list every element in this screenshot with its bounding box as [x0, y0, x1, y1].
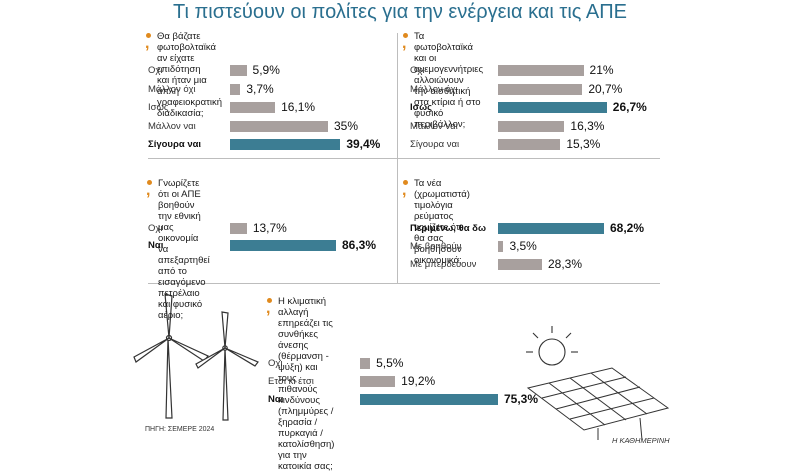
bar: [498, 120, 565, 132]
question-mark-icon: ,: [266, 298, 272, 317]
question-text: Θα βάζατε φωτοβολταϊκά αν είχατε επιδότη…: [157, 31, 222, 119]
value-label: 28,3%: [547, 257, 583, 271]
question-mark-icon: ,: [145, 33, 151, 52]
category-label: Με βοηθούν: [410, 241, 462, 252]
solar-panel-icon: [526, 367, 670, 441]
question-line: Τα νέα (χρωματιστά) τιμολόγια ρεύματος: [414, 178, 470, 222]
horizontal-divider-bottom: [148, 283, 660, 284]
category-label: Οχι: [148, 223, 163, 234]
question-mark-icon: ,: [146, 180, 152, 199]
bar: [498, 223, 604, 234]
question-mark-icon: ,: [402, 180, 408, 199]
page-title: Τι πιστεύουν οι πολίτες για την ενέργεια…: [173, 1, 627, 23]
value-label: 16,3%: [570, 118, 605, 133]
renewables-illustration: [133, 293, 670, 441]
category-label: Περιμένω, θα δω: [410, 223, 486, 234]
question-text: Τα νέα (χρωματιστά) τιμολόγια ρεύματος νο…: [414, 178, 470, 266]
question-line: για την κατοικία σας;: [278, 450, 333, 472]
question-line: οικονομία να απεξαρτηθεί από το εισαγόμε…: [158, 233, 210, 288]
bar: [230, 240, 336, 251]
question-mark-icon: ,: [402, 33, 408, 52]
category-label: Με μπερδεύουν: [410, 259, 477, 270]
question-line: πετρέλαιο και φυσικό αέριο;: [158, 288, 203, 321]
bar: [498, 102, 607, 113]
category-label: Ναι: [148, 240, 164, 251]
bar: [360, 394, 498, 405]
horizontal-divider-top: [148, 158, 660, 159]
category-label: Σίγουρα ναι: [148, 139, 202, 150]
value-label: 39,4%: [346, 137, 381, 151]
category-label: Ισως: [410, 102, 433, 113]
category-label: Οχι: [148, 65, 163, 76]
source-note: ΠΗΓΗ: ΣΕΜΕΡΕ 2024: [145, 426, 215, 433]
value-label: 5,5%: [376, 356, 404, 370]
value-label: 21%: [589, 63, 614, 77]
value-label: 19,2%: [401, 374, 436, 388]
category-label: Ισως: [148, 102, 169, 113]
value-label: 35%: [334, 118, 359, 133]
value-label: 5,9%: [252, 63, 280, 77]
bar: [230, 102, 276, 113]
category-label: Μάλλον ναι: [148, 120, 196, 132]
value-label: 20,7%: [588, 81, 623, 96]
category-label: Οχι: [410, 65, 425, 76]
question-line: Η κλιματική αλλαγή επηρεάζει τις συνθήκε…: [278, 296, 333, 351]
wind-turbine-icon: [195, 311, 259, 421]
bar: [360, 376, 396, 387]
value-label: 13,7%: [252, 221, 287, 235]
question-text: Γνωρίζετε ότι οι ΑΠΕ βοηθούν την εθνική …: [158, 178, 210, 321]
bar: [498, 139, 561, 150]
question-line: Τα φωτοβολταϊκά και οι ανεμογεννήτριες α…: [414, 31, 484, 86]
value-label: 15,3%: [566, 137, 601, 151]
value-label: 3,7%: [246, 81, 274, 96]
category-label: Μάλλον όχι: [148, 83, 196, 95]
sun-icon: [526, 326, 578, 366]
value-label: 3,5%: [509, 239, 537, 253]
bar: [230, 223, 247, 234]
question-line: (πλημμύρες / ξηρασία / πυρκαγιά / κατολί…: [278, 406, 335, 450]
bar: [498, 241, 504, 252]
value-label: 68,2%: [610, 221, 645, 235]
question-line: και ήταν μια απλή γραφειοκρατική διαδικα…: [157, 75, 222, 119]
bar: [360, 358, 371, 369]
bar: [230, 120, 328, 132]
category-label: Μάλλον ναι: [410, 120, 458, 132]
bar: [498, 65, 584, 76]
bar: [498, 259, 542, 270]
publisher-logo: Η ΚΑΘΗΜΕΡΙΝΗ: [612, 436, 670, 445]
bar: [230, 65, 247, 76]
bar: [498, 83, 583, 95]
value-label: 75,3%: [504, 392, 539, 406]
category-label: Ετσι κι έτσι: [268, 376, 314, 387]
category-label: Οχι: [268, 358, 283, 369]
question-line: Γνωρίζετε ότι οι ΑΠΕ βοηθούν την εθνική …: [158, 178, 201, 233]
category-label: Μάλλον όχι: [410, 83, 458, 95]
value-label: 86,3%: [342, 238, 377, 252]
question-text: Τα φωτοβολταϊκά και οι ανεμογεννήτριες α…: [414, 31, 483, 130]
question-line: (θέρμανση - ψύξη) και τους πιθανούς κινδ…: [278, 351, 329, 406]
question-line: νομίζετε ότι θα σας βοηθήσουν οικονομικά…: [414, 222, 462, 266]
category-label: Σίγουρα ναι: [410, 139, 460, 150]
category-label: Ναι: [268, 394, 284, 405]
bar: [230, 139, 341, 150]
value-label: 16,1%: [281, 100, 316, 114]
bar: [230, 83, 241, 95]
value-label: 26,7%: [612, 100, 647, 114]
question-line: την αισθητική στα κτίρια ή στο φυσικό πε…: [414, 86, 481, 130]
question-line: Θα βάζατε φωτοβολταϊκά αν είχατε επιδότη…: [157, 31, 217, 75]
